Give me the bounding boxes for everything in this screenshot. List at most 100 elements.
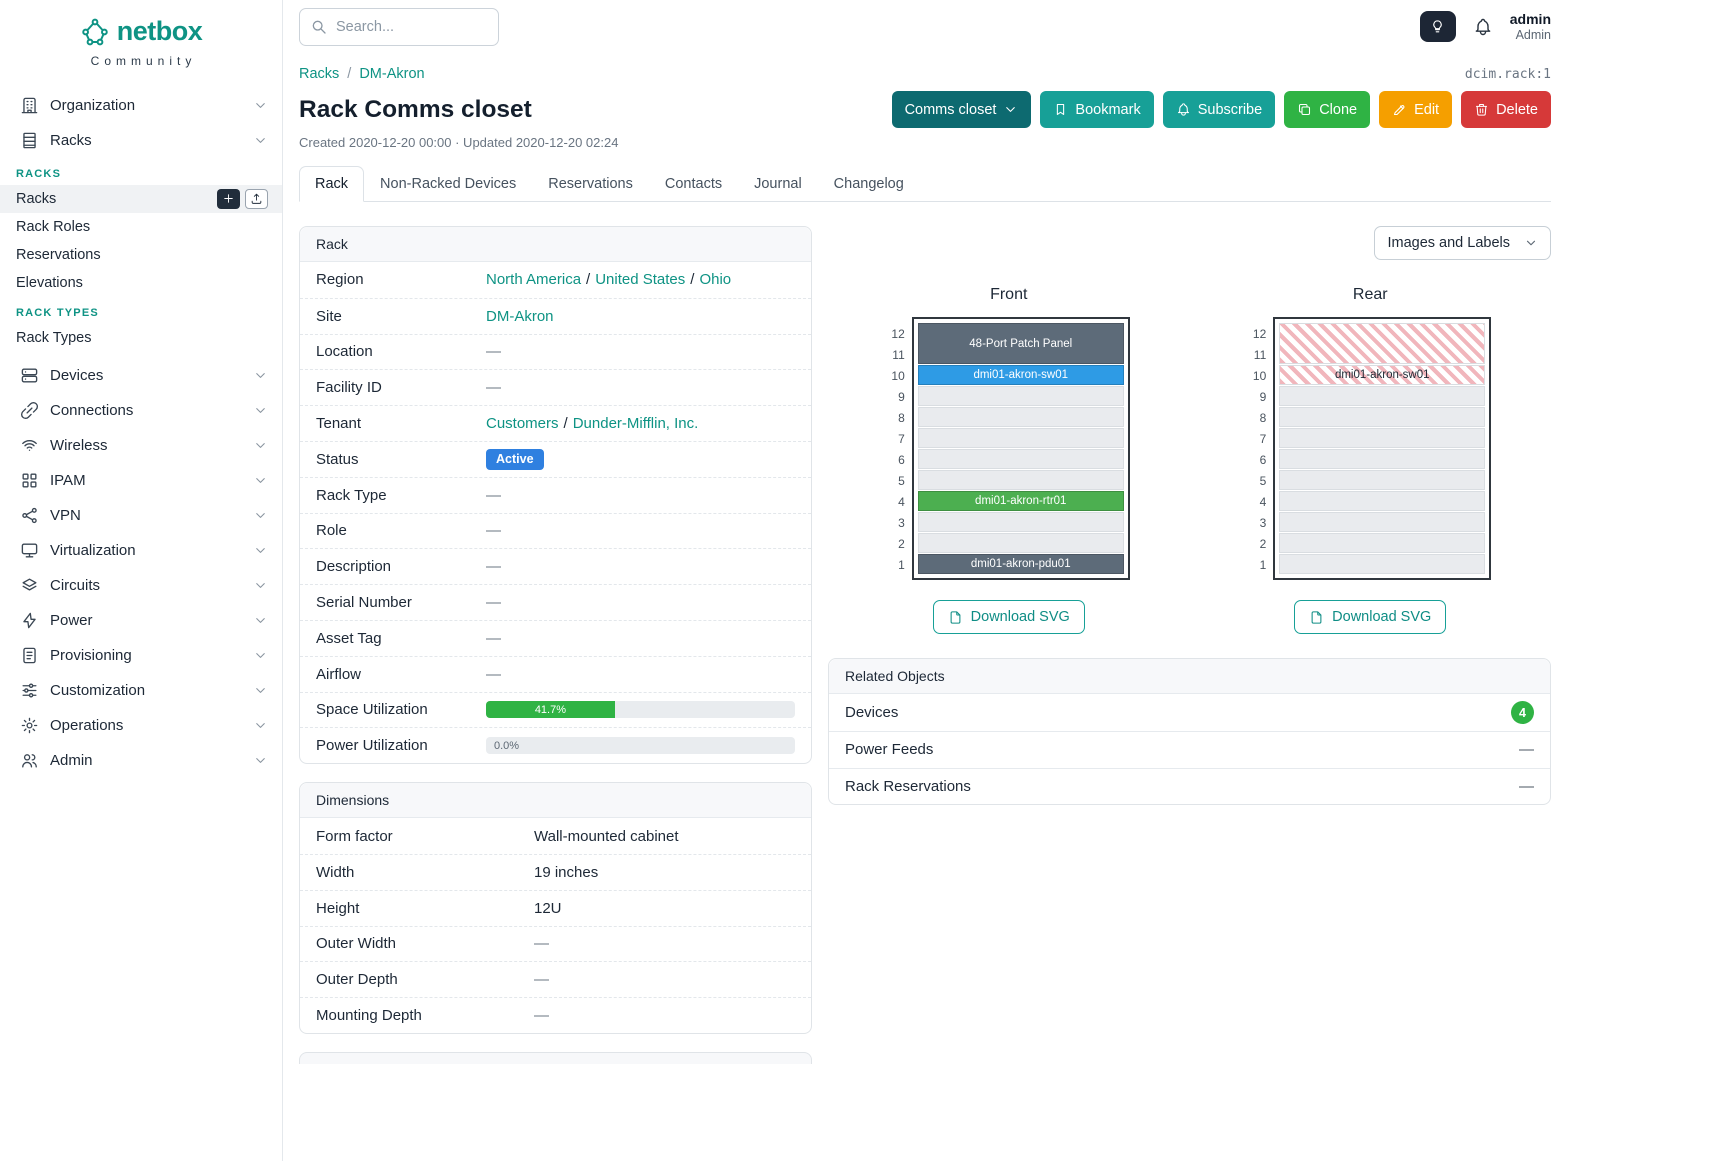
tab-changelog[interactable]: Changelog [833, 176, 904, 192]
customization-icon [20, 681, 39, 700]
rack-unit-empty [1279, 407, 1486, 427]
breadcrumb-racks-link[interactable]: Racks [299, 66, 340, 82]
button-label: Edit [1414, 101, 1440, 118]
sidebar-item-devices[interactable]: Devices [0, 358, 282, 393]
operations-icon [20, 716, 39, 735]
field-label: Space Utilization [316, 701, 428, 719]
unit-number: 5 [1259, 473, 1267, 488]
sidebar-item-customization[interactable]: Customization [0, 673, 282, 708]
link-customers[interactable]: Customers [486, 415, 559, 433]
rack-selector-dropdown-button[interactable]: Comms closet [891, 91, 1032, 128]
tab-contacts[interactable]: Contacts [664, 176, 723, 192]
sidebar-subitem-elevations[interactable]: Elevations [0, 269, 282, 297]
sidebar-item-ipam[interactable]: IPAM [0, 463, 282, 498]
field-row-space-utilization: Space Utilization 41.7% [300, 691, 811, 728]
field-value: — [486, 666, 795, 683]
breadcrumb-site-link[interactable]: DM-Akron [359, 66, 425, 82]
search-input[interactable] [336, 19, 487, 35]
button-label: Delete [1496, 101, 1538, 118]
sidebar-subitem-racks[interactable]: Racks [0, 184, 282, 213]
sidebar-item-racks[interactable]: Racks [0, 123, 282, 158]
related-label: Devices [845, 704, 899, 721]
sidebar-item-admin[interactable]: Admin [0, 743, 282, 778]
link-dm-akron[interactable]: DM-Akron [486, 307, 554, 325]
power-icon [20, 611, 39, 630]
images-and-labels-dropdown[interactable]: Images and Labels [1374, 226, 1551, 260]
download-svg-button-rear[interactable]: Download SVG [1294, 600, 1447, 634]
netbox-logo[interactable]: netbox Community [0, 0, 282, 72]
sidebar-item-provisioning[interactable]: Provisioning [0, 638, 282, 673]
separator: / [586, 271, 591, 289]
link-dunder-mifflin-inc[interactable]: Dunder-Mifflin, Inc. [572, 415, 699, 433]
related-label: Power Feeds [845, 741, 934, 759]
rack-unit-dmi01-akron-pdu01[interactable]: dmi01-akron-pdu01 [917, 554, 1124, 574]
notifications-button[interactable] [1473, 17, 1493, 37]
global-search[interactable] [299, 8, 499, 46]
dimensions-card: Dimensions Form factor Wall-mounted cabin… [299, 782, 812, 1034]
delete-button[interactable]: Delete [1461, 91, 1551, 128]
sidebar-item-vpn[interactable]: VPN [0, 498, 282, 533]
dropdown-label: Images and Labels [1387, 235, 1510, 251]
field-label: Facility ID [316, 379, 382, 397]
subnav-section-header: RACK TYPES [16, 306, 99, 319]
tab-reservations[interactable]: Reservations [548, 176, 633, 192]
sidebar-nav: Organization Racks RACKS Racks Rack Roles Res… [0, 88, 282, 1161]
link-united-states[interactable]: United States [595, 271, 686, 289]
tab-non-racked-devices[interactable]: Non-Racked Devices [380, 176, 517, 192]
import-button[interactable] [245, 188, 268, 209]
link-north-america[interactable]: North America [486, 271, 582, 289]
unit-number: 4 [898, 494, 905, 509]
theme-toggle-button[interactable] [1419, 11, 1456, 43]
field-value: — [534, 935, 549, 953]
sidebar-subitem-reservations[interactable]: Reservations [0, 241, 282, 269]
sidebar-item-operations[interactable]: Operations [0, 708, 282, 743]
count-badge: 4 [1511, 701, 1534, 724]
elevation-front: Front 12 11 10 9 8 7 6 5 4 3 2 1 48-Port Patch Panel d… [888, 286, 1130, 634]
user-name: admin [1509, 11, 1551, 28]
button-label: Download SVG [970, 609, 1070, 625]
field-row-mounting-depth: Mounting Depth — [300, 997, 811, 1033]
rack-unit-dmi01-akron-sw01[interactable]: dmi01-akron-sw01 [917, 365, 1124, 385]
sidebar-item-circuits[interactable]: Circuits [0, 568, 282, 603]
trash-icon [1474, 102, 1489, 117]
button-label: Comms closet [904, 101, 997, 118]
field-value: 41.7% [486, 701, 795, 719]
sidebar-item-organization[interactable]: Organization [0, 88, 282, 123]
button-label: Download SVG [1332, 609, 1432, 625]
related-row-power-feeds[interactable]: Power Feeds — [829, 731, 1550, 768]
sidebar-item-power[interactable]: Power [0, 603, 282, 638]
rack-icon [20, 131, 39, 150]
download-svg-button-front[interactable]: Download SVG [932, 600, 1085, 634]
connections-icon [20, 401, 39, 420]
copy-icon [1297, 102, 1312, 117]
separator: / [690, 271, 695, 289]
edit-button[interactable]: Edit [1379, 91, 1453, 128]
rack-unit-48-port-patch-panel[interactable]: 48-Port Patch Panel [917, 323, 1124, 364]
unit-number: 2 [1259, 536, 1267, 551]
sidebar-item-label: Customization [50, 681, 146, 699]
sidebar-item-virtualization[interactable]: Virtualization [0, 533, 282, 568]
file-icon [1309, 610, 1324, 625]
sidebar-item-label: Power [50, 611, 93, 629]
subscribe-button[interactable]: Subscribe [1162, 91, 1276, 128]
chevron-down-icon [1524, 236, 1538, 250]
field-label: Description [316, 558, 392, 576]
sidebar-item-wireless[interactable]: Wireless [0, 428, 282, 463]
rack-unit-dmi01-akron-rtr01[interactable]: dmi01-akron-rtr01 [917, 491, 1124, 511]
chevron-down-icon [253, 753, 268, 768]
link-ohio[interactable]: Ohio [699, 271, 732, 289]
field-label: Serial Number [316, 594, 412, 612]
sidebar-item-connections[interactable]: Connections [0, 393, 282, 428]
related-row-rack-reservations[interactable]: Rack Reservations — [829, 767, 1550, 805]
sidebar-subitem-rack-roles[interactable]: Rack Roles [0, 213, 282, 241]
tab-rack[interactable]: Rack [299, 166, 365, 202]
add-button[interactable] [217, 188, 240, 209]
user-menu[interactable]: admin Admin [1510, 11, 1551, 43]
sidebar-subitem-rack-types[interactable]: Rack Types [0, 324, 282, 352]
related-row-devices[interactable]: Devices 4 [829, 694, 1550, 731]
tab-journal[interactable]: Journal [754, 176, 802, 192]
clone-button[interactable]: Clone [1284, 91, 1371, 128]
bookmark-button[interactable]: Bookmark [1040, 91, 1154, 128]
field-row-description: Description — [300, 548, 811, 584]
chevron-down-icon [253, 718, 268, 733]
